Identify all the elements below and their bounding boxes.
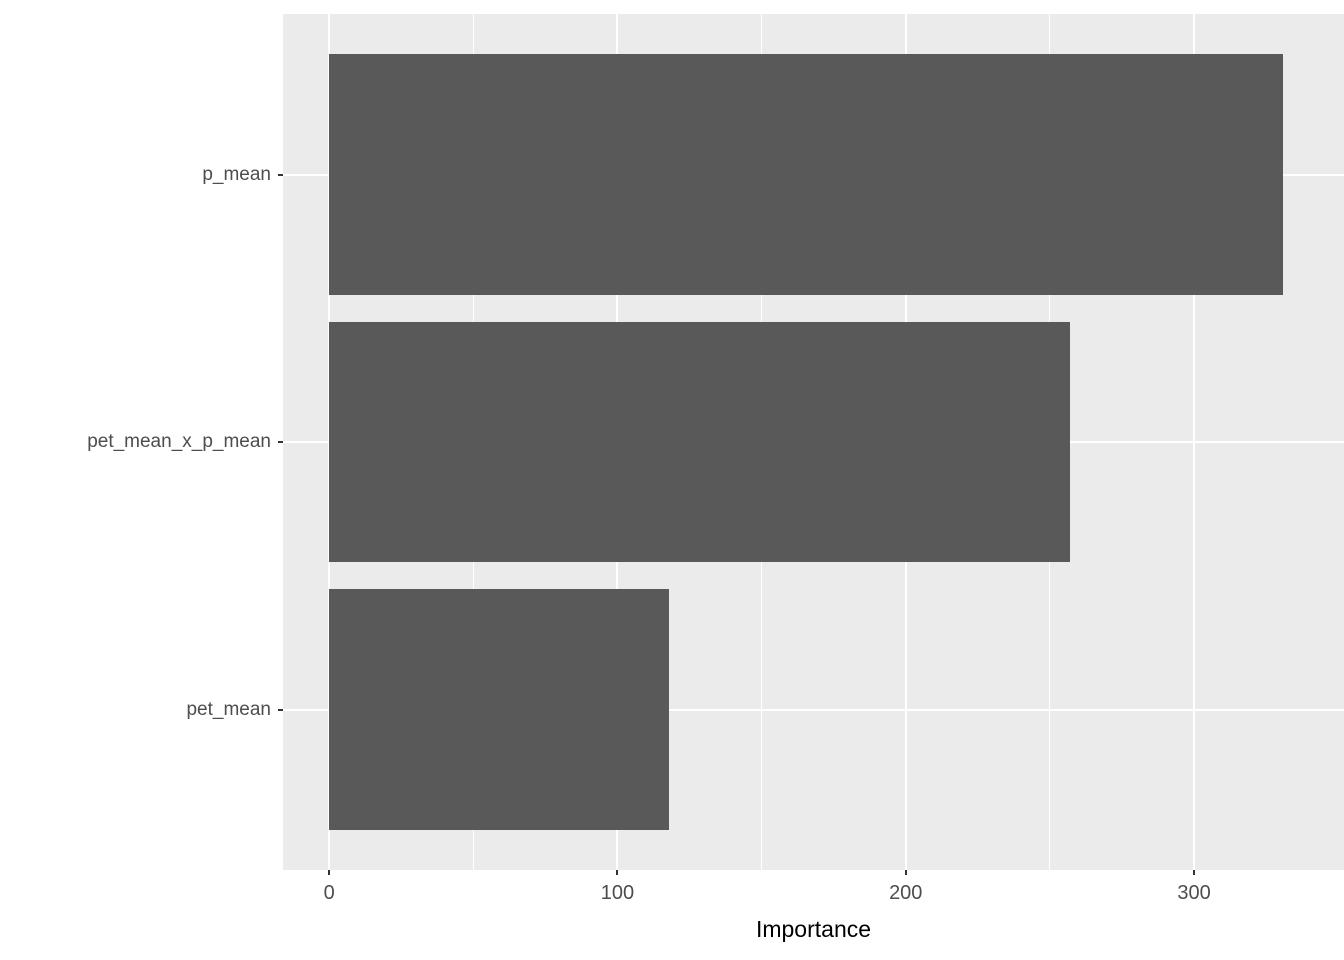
- y-tick-label: pet_mean: [186, 698, 271, 720]
- x-tick-mark: [904, 870, 907, 875]
- x-tick-label: 100: [600, 882, 635, 904]
- x-tick-mark: [1193, 870, 1196, 875]
- bar-pet_mean: [329, 589, 670, 830]
- x-axis-title: Importance: [755, 916, 872, 942]
- x-tick-label: 200: [889, 882, 923, 904]
- plot-panel: [283, 14, 1344, 870]
- x-tick-label: 0: [323, 882, 335, 904]
- bar-pet_mean_x_p_mean: [329, 321, 1071, 563]
- y-tick-label: p_mean: [202, 163, 271, 185]
- y-tick-mark: [278, 173, 283, 176]
- y-tick-label: pet_mean_x_p_mean: [87, 431, 271, 452]
- bar-p_mean: [329, 54, 1284, 295]
- major-gridline: [283, 708, 1344, 711]
- x-tick-label: 300: [1177, 882, 1211, 904]
- y-tick-mark: [278, 441, 283, 443]
- x-tick-mark: [616, 870, 619, 875]
- y-tick-mark: [278, 708, 283, 711]
- x-tick-mark: [328, 870, 331, 875]
